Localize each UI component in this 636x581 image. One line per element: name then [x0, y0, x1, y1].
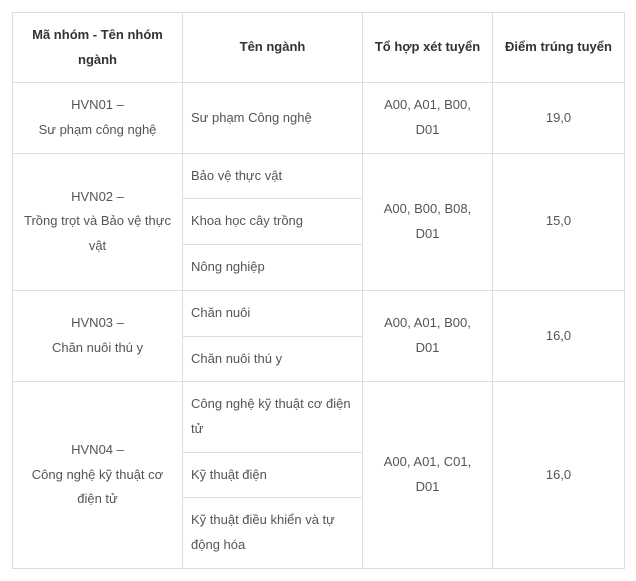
major-cell: Khoa học cây trồng — [183, 199, 363, 245]
major-cell: Kỹ thuật điều khiển và tự động hóa — [183, 498, 363, 568]
score-cell: 15,0 — [493, 153, 625, 290]
score-cell: 19,0 — [493, 83, 625, 153]
major-cell: Bảo vệ thực vật — [183, 153, 363, 199]
header-combo: Tổ hợp xét tuyển — [363, 13, 493, 83]
combo-cell: A00, A01, C01, D01 — [363, 382, 493, 568]
group-name: Chăn nuôi thú y — [21, 336, 174, 361]
table-body: HVN01 –Sư phạm công nghệSư phạm Công ngh… — [13, 83, 625, 568]
group-cell: HVN04 –Công nghệ kỹ thuật cơ điện tử — [13, 382, 183, 568]
major-cell: Nông nghiệp — [183, 245, 363, 291]
major-cell: Công nghệ kỹ thuật cơ điện tử — [183, 382, 363, 452]
table-row: HVN04 –Công nghệ kỹ thuật cơ điện tửCông… — [13, 382, 625, 452]
combo-cell: A00, A01, B00, D01 — [363, 83, 493, 153]
group-cell: HVN03 –Chăn nuôi thú y — [13, 290, 183, 381]
major-cell: Kỹ thuật điện — [183, 452, 363, 498]
major-cell: Chăn nuôi thú y — [183, 336, 363, 382]
major-cell: Sư phạm Công nghệ — [183, 83, 363, 153]
group-name: Công nghệ kỹ thuật cơ điện tử — [21, 463, 174, 512]
header-group: Mã nhóm - Tên nhóm ngành — [13, 13, 183, 83]
group-code: HVN04 – — [21, 438, 174, 463]
header-major: Tên ngành — [183, 13, 363, 83]
combo-cell: A00, B00, B08, D01 — [363, 153, 493, 290]
group-code: HVN02 – — [21, 185, 174, 210]
group-cell: HVN02 –Trồng trọt và Bảo vệ thực vật — [13, 153, 183, 290]
header-score: Điểm trúng tuyển — [493, 13, 625, 83]
group-code: HVN03 – — [21, 311, 174, 336]
table-header: Mã nhóm - Tên nhóm ngành Tên ngành Tổ hợ… — [13, 13, 625, 83]
score-cell: 16,0 — [493, 382, 625, 568]
admissions-table: Mã nhóm - Tên nhóm ngành Tên ngành Tổ hợ… — [12, 12, 625, 569]
group-name: Sư phạm công nghệ — [21, 118, 174, 143]
table-row: HVN03 –Chăn nuôi thú yChăn nuôiA00, A01,… — [13, 290, 625, 336]
table-row: HVN01 –Sư phạm công nghệSư phạm Công ngh… — [13, 83, 625, 153]
group-name: Trồng trọt và Bảo vệ thực vật — [21, 209, 174, 258]
score-cell: 16,0 — [493, 290, 625, 381]
combo-cell: A00, A01, B00, D01 — [363, 290, 493, 381]
group-cell: HVN01 –Sư phạm công nghệ — [13, 83, 183, 153]
table-row: HVN02 –Trồng trọt và Bảo vệ thực vậtBảo … — [13, 153, 625, 199]
group-code: HVN01 – — [21, 93, 174, 118]
major-cell: Chăn nuôi — [183, 290, 363, 336]
